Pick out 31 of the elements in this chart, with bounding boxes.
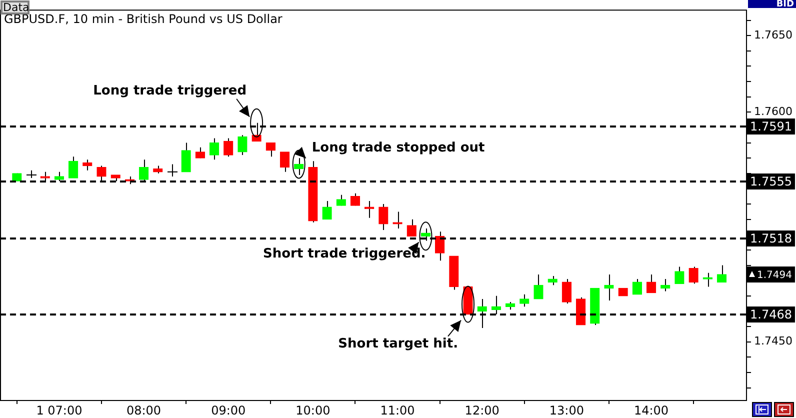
annotation: Long trade triggered bbox=[93, 83, 247, 98]
x-tick-label: 13:00 bbox=[549, 403, 584, 418]
candlestick bbox=[68, 156, 78, 179]
x-tick-label: 08:00 bbox=[126, 403, 162, 418]
y-tick-label: 1.7600 bbox=[754, 105, 792, 118]
text: BID bbox=[776, 0, 794, 10]
annotation: Long trade stopped out bbox=[312, 140, 485, 156]
annotation: Short trade triggered. bbox=[262, 246, 426, 262]
ref-line-label: 1.7555 bbox=[750, 174, 792, 189]
annotation: Short target hit. bbox=[338, 336, 458, 352]
x-tick-label: 14:00 bbox=[634, 403, 669, 418]
x-tick-label: 11:00 bbox=[380, 403, 415, 418]
text: 1.7494 bbox=[757, 270, 792, 282]
candlestick bbox=[604, 274, 614, 301]
ref-line-label: 1.7518 bbox=[750, 232, 792, 246]
x-tick-label: 10:00 bbox=[296, 403, 330, 418]
annotation: Data bbox=[3, 0, 30, 14]
ref-line-label: 1.7591 bbox=[750, 120, 792, 134]
candlestick bbox=[181, 142, 191, 172]
candlestick bbox=[378, 204, 388, 231]
ref-line-label: 1.7468 bbox=[750, 308, 792, 322]
chart-title: GBPUSD.F, 10 min - British Pound vs US Dollar bbox=[4, 12, 282, 26]
x-tick-label: 12:00 bbox=[464, 403, 500, 418]
candlestick bbox=[167, 164, 178, 177]
candlestick bbox=[562, 278, 572, 304]
candlestick bbox=[548, 275, 558, 286]
candlestick bbox=[520, 294, 530, 308]
x-tick-label: 1 07:00 bbox=[36, 403, 82, 418]
y-tick-label: 1.7450 bbox=[754, 334, 792, 348]
x-tick-label: 09:00 bbox=[211, 403, 246, 418]
y-tick-label: 1.7650 bbox=[754, 28, 792, 42]
